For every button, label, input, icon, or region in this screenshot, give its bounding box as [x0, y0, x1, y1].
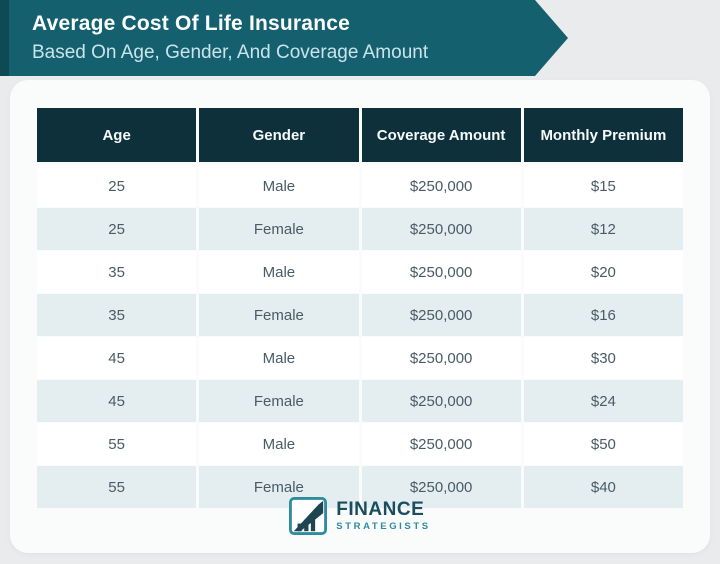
table-row: 55 Female $250,000 $40 — [37, 466, 683, 509]
table-row: 35 Female $250,000 $16 — [37, 294, 683, 337]
cell-age: 35 — [37, 294, 197, 337]
table-row: 45 Female $250,000 $24 — [37, 380, 683, 423]
cell-coverage: $250,000 — [361, 165, 521, 208]
table-row: 25 Female $250,000 $12 — [37, 208, 683, 251]
cell-premium: $40 — [523, 466, 683, 509]
cell-gender: Female — [199, 208, 359, 251]
cell-coverage: $250,000 — [361, 251, 521, 294]
cell-coverage: $250,000 — [361, 380, 521, 423]
cell-coverage: $250,000 — [361, 294, 521, 337]
col-header-age: Age — [37, 108, 197, 165]
header-banner: Average Cost Of Life Insurance Based On … — [0, 0, 568, 76]
cell-age: 35 — [37, 251, 197, 294]
table-header: Age Gender Coverage Amount Monthly Premi… — [37, 108, 683, 165]
cell-premium: $20 — [523, 251, 683, 294]
cell-coverage: $250,000 — [361, 466, 521, 509]
cell-gender: Male — [199, 337, 359, 380]
finance-strategists-logo: FINANCE STRATEGISTS — [10, 497, 710, 535]
cell-age: 45 — [37, 337, 197, 380]
brand-name-primary: FINANCE — [336, 499, 425, 521]
cell-coverage: $250,000 — [361, 423, 521, 466]
cell-premium: $16 — [523, 294, 683, 337]
banner-left-fold — [0, 0, 9, 76]
cell-gender: Male — [199, 165, 359, 208]
cell-gender: Female — [199, 294, 359, 337]
brand-name-secondary: STRATEGISTS — [336, 521, 431, 533]
col-header-gender: Gender — [199, 108, 359, 165]
cell-gender: Male — [199, 423, 359, 466]
cell-premium: $24 — [523, 380, 683, 423]
cell-age: 25 — [37, 165, 197, 208]
col-header-coverage-amount: Coverage Amount — [361, 108, 521, 165]
table-row: 45 Male $250,000 $30 — [37, 337, 683, 380]
cell-premium: $12 — [523, 208, 683, 251]
cell-gender: Male — [199, 251, 359, 294]
cell-coverage: $250,000 — [361, 337, 521, 380]
page-subtitle: Based On Age, Gender, And Coverage Amoun… — [32, 42, 429, 63]
cell-premium: $30 — [523, 337, 683, 380]
table-row: 35 Male $250,000 $20 — [37, 251, 683, 294]
table-card: Age Gender Coverage Amount Monthly Premi… — [10, 80, 710, 553]
page-title: Average Cost Of Life Insurance — [32, 12, 350, 35]
cell-premium: $15 — [523, 165, 683, 208]
cell-premium: $50 — [523, 423, 683, 466]
cell-age: 55 — [37, 466, 197, 509]
table-row: 25 Male $250,000 $15 — [37, 165, 683, 208]
cell-age: 25 — [37, 208, 197, 251]
col-header-monthly-premium: Monthly Premium — [523, 108, 683, 165]
cell-gender: Female — [199, 466, 359, 509]
cell-gender: Female — [199, 380, 359, 423]
premium-table: Age Gender Coverage Amount Monthly Premi… — [34, 108, 686, 509]
table-row: 55 Male $250,000 $50 — [37, 423, 683, 466]
growth-chart-icon — [289, 497, 328, 535]
cell-age: 55 — [37, 423, 197, 466]
cell-coverage: $250,000 — [361, 208, 521, 251]
cell-age: 45 — [37, 380, 197, 423]
